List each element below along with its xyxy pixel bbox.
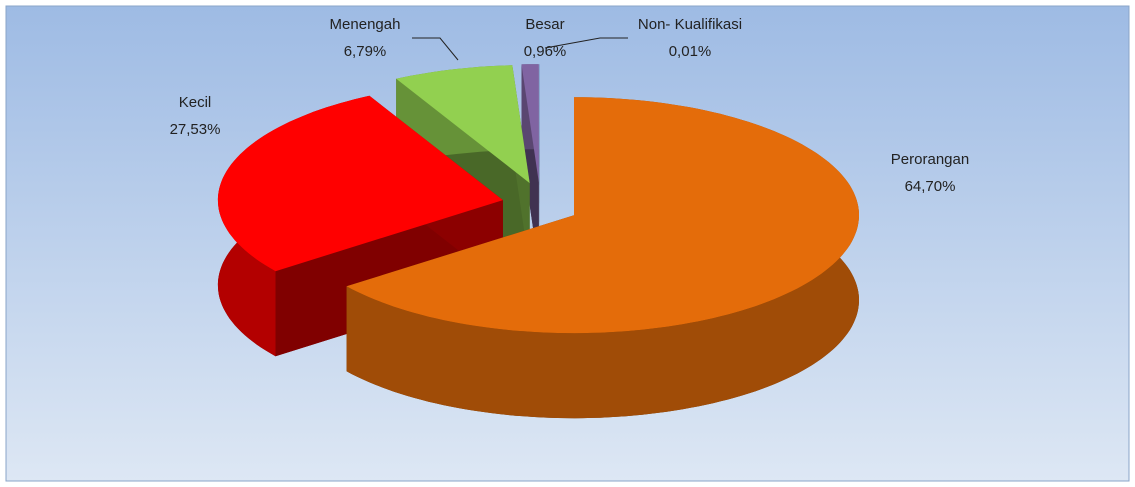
slice-top (217, 95, 503, 272)
slice-label: Non- Kualifikasi (638, 16, 742, 33)
slice-value-label: 6,79% (344, 43, 387, 60)
slice-value-label: 0,96% (524, 43, 567, 60)
slice-label: Perorangan (891, 151, 969, 168)
slice-value-label: 27,53% (170, 121, 221, 138)
slice-value-label: 64,70% (905, 178, 956, 195)
slice-top (521, 64, 539, 183)
slice-label: Menengah (330, 16, 401, 33)
slice-top (396, 65, 530, 184)
leader-line (412, 37, 459, 61)
leader-line (544, 37, 628, 49)
slice-top (346, 97, 860, 334)
slice-value-label: 0,01% (669, 43, 712, 60)
slice (346, 97, 860, 419)
slice-label: Besar (525, 16, 564, 33)
slice-label: Kecil (179, 94, 212, 111)
